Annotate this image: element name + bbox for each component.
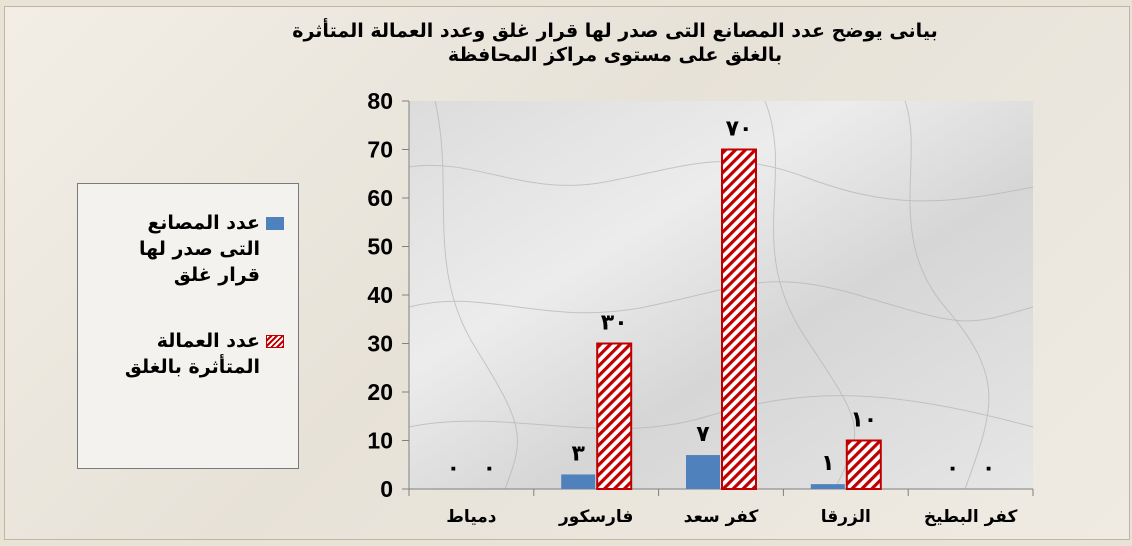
y-axis: 0 10 20 30 40 50 60 70 80 <box>367 88 410 502</box>
legend-key-workers <box>266 335 284 348</box>
data-label: ١ <box>821 451 834 476</box>
y-tick-label: 40 <box>367 282 393 308</box>
chart-title-line-2: بالغلق على مستوى مراكز المحافظة <box>447 44 783 66</box>
y-tick-label: 20 <box>367 379 393 405</box>
legend-key-factories <box>266 217 284 230</box>
legend-label-factories: عدد المصانع التى صدر لها قرار غلق <box>90 210 260 288</box>
data-label: ٣ <box>571 441 585 466</box>
bar <box>596 342 633 490</box>
legend-entry-workers: عدد العمالة المتأثرة بالغلق <box>86 328 284 380</box>
data-label: ٣٠ <box>601 311 628 336</box>
bar <box>686 455 720 489</box>
data-label: ٠ <box>982 456 995 481</box>
data-label: ٠ <box>447 456 460 481</box>
data-label: ٠ <box>946 456 959 481</box>
x-tick-label: فارسكور <box>558 507 633 527</box>
x-tick-label: دمياط <box>446 507 497 527</box>
x-tick-label: الزرقا <box>821 507 871 527</box>
chart-title-line-1: بيانى يوضح عدد المصانع التى صدر لها قرار… <box>292 20 938 42</box>
y-tick-label: 0 <box>380 476 393 502</box>
y-tick-label: 50 <box>367 234 393 260</box>
y-tick-label: 10 <box>367 428 393 454</box>
data-label: ٧٠ <box>726 117 753 142</box>
x-axis: كفر البطيخ الزرقا كفر سعد فارسكور دمياط <box>408 488 1034 527</box>
y-tick-label: 70 <box>367 137 393 163</box>
legend-label-workers-line-2: المتأثرة بالغلق <box>124 356 260 378</box>
legend-label-factories-line-2: التى صدر لها <box>139 238 260 260</box>
data-label: ٠ <box>483 456 496 481</box>
legend-label-factories-line-3: قرار غلق <box>173 264 260 286</box>
bar <box>810 484 845 489</box>
legend-label-workers-line-1: عدد العمالة <box>156 330 260 352</box>
chart-title: بيانى يوضح عدد المصانع التى صدر لها قرار… <box>165 19 1065 67</box>
chart-canvas: 0 10 20 30 40 50 60 70 80 كفر البطيخ الزرقا كفر سع… <box>367 88 1034 527</box>
x-tick-label: كفر سعد <box>684 507 759 527</box>
legend: عدد المصانع التى صدر لها قرار غلق عدد ال… <box>77 183 299 469</box>
x-tick-label: كفر البطيخ <box>924 507 1018 527</box>
bar <box>721 148 757 490</box>
legend-label-workers: عدد العمالة المتأثرة بالغلق <box>90 328 260 380</box>
chart-frame: 0 10 20 30 40 50 60 70 80 كفر البطيخ الزرقا كفر سع… <box>4 6 1130 540</box>
bar <box>845 439 882 490</box>
y-tick-label: 80 <box>367 88 393 114</box>
legend-entry-factories: عدد المصانع التى صدر لها قرار غلق <box>86 210 284 288</box>
bar <box>561 474 596 489</box>
bars <box>561 148 882 490</box>
data-label: ٧ <box>696 422 710 447</box>
y-tick-label: 30 <box>367 331 393 357</box>
data-label: ١٠ <box>850 408 877 433</box>
legend-label-factories-line-1: عدد المصانع <box>147 212 260 234</box>
y-tick-label: 60 <box>367 185 393 211</box>
